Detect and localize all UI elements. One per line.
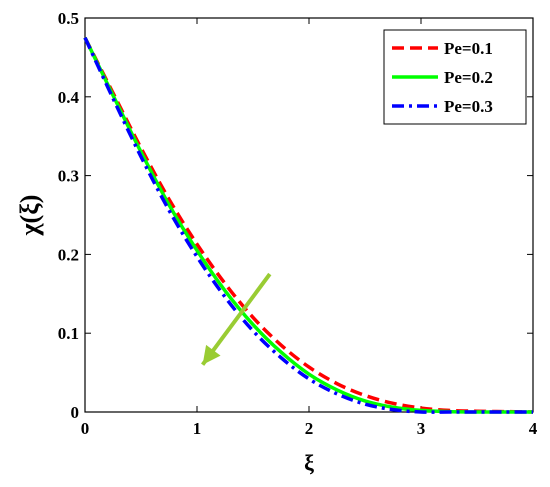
y-tick-label: 0.4 — [58, 88, 80, 107]
y-axis-label: χ(ξ) — [15, 195, 44, 237]
legend-label: Pe=0.2 — [444, 68, 493, 87]
legend-label: Pe=0.1 — [444, 39, 493, 58]
x-tick-label: 2 — [305, 419, 314, 438]
series-group — [83, 36, 534, 414]
x-tick-label: 0 — [81, 419, 90, 438]
arrow-head — [202, 344, 221, 365]
x-axis-label: ξ — [304, 450, 314, 475]
y-ticks: 0 0.1 0.2 0.3 0.4 0.5 — [58, 9, 533, 422]
arrow-shaft — [200, 272, 272, 366]
x-tick-label: 3 — [417, 419, 426, 438]
annotation-arrow — [200, 272, 272, 366]
legend: Pe=0.1 Pe=0.2 Pe=0.3 — [383, 29, 527, 125]
y-tick-label: 0.2 — [58, 245, 79, 264]
x-tick-label: 1 — [193, 419, 202, 438]
x-ticks: 0 1 2 3 4 — [81, 18, 538, 438]
y-tick-label: 0 — [71, 403, 80, 422]
y-tick-label: 0.1 — [58, 324, 79, 343]
x-tick-label: 4 — [529, 419, 538, 438]
y-tick-label: 0.3 — [58, 167, 79, 186]
legend-label: Pe=0.3 — [444, 97, 493, 116]
y-tick-label: 0.5 — [58, 9, 79, 28]
